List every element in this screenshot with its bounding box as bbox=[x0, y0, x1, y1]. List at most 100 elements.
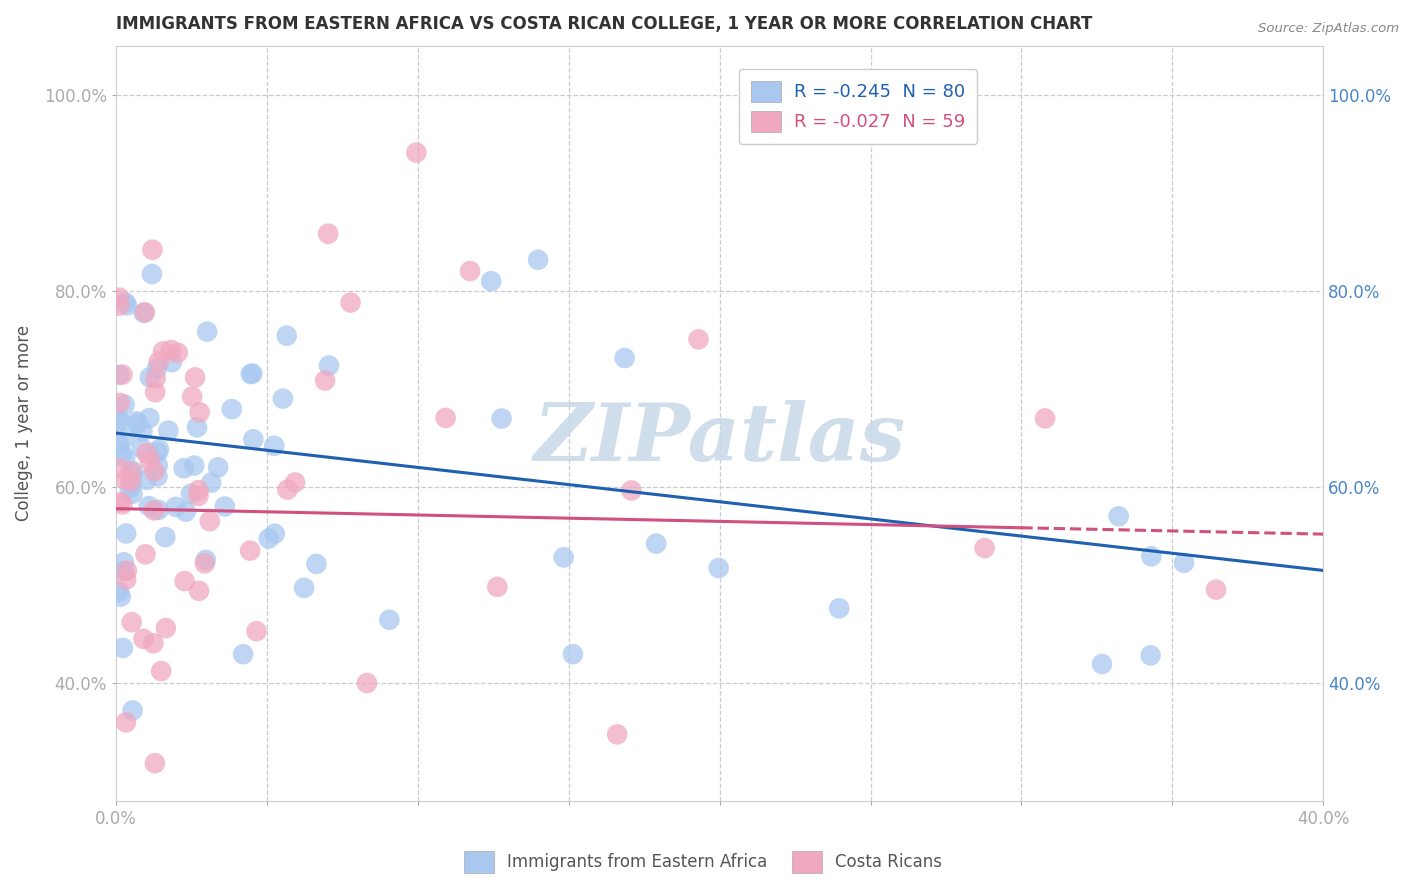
Point bbox=[257, 532, 280, 546]
Point bbox=[146, 458, 169, 473]
Legend: R = -0.245  N = 80, R = -0.027  N = 59: R = -0.245 N = 80, R = -0.027 N = 59 bbox=[740, 69, 977, 144]
Point bbox=[245, 624, 267, 639]
Point bbox=[174, 505, 197, 519]
Point bbox=[271, 392, 294, 406]
Point bbox=[157, 424, 180, 438]
Point bbox=[108, 461, 131, 475]
Point bbox=[118, 482, 141, 496]
Point bbox=[115, 298, 138, 312]
Point bbox=[121, 470, 143, 484]
Point bbox=[143, 503, 166, 517]
Point bbox=[184, 370, 207, 384]
Y-axis label: College, 1 year or more: College, 1 year or more bbox=[15, 326, 32, 521]
Point bbox=[146, 469, 169, 483]
Point bbox=[112, 564, 135, 578]
Point bbox=[150, 664, 173, 678]
Point bbox=[181, 390, 204, 404]
Point bbox=[155, 530, 177, 544]
Point bbox=[145, 362, 167, 376]
Point bbox=[145, 371, 167, 385]
Point bbox=[239, 543, 262, 558]
Point bbox=[114, 398, 136, 412]
Point bbox=[187, 489, 209, 503]
Point bbox=[180, 486, 202, 500]
Point bbox=[292, 581, 315, 595]
Point bbox=[486, 580, 509, 594]
Point bbox=[135, 446, 157, 460]
Point bbox=[527, 252, 550, 267]
Point bbox=[356, 676, 378, 690]
Point bbox=[284, 475, 307, 490]
Point bbox=[114, 295, 136, 310]
Point bbox=[305, 557, 328, 571]
Point bbox=[613, 351, 636, 365]
Point bbox=[127, 417, 149, 431]
Point bbox=[114, 473, 136, 487]
Point bbox=[221, 402, 243, 417]
Point bbox=[195, 325, 218, 339]
Point bbox=[186, 420, 208, 434]
Point bbox=[131, 424, 153, 438]
Point bbox=[152, 344, 174, 359]
Point bbox=[122, 464, 145, 478]
Point bbox=[479, 274, 502, 288]
Point bbox=[166, 346, 188, 360]
Point bbox=[194, 553, 217, 567]
Point bbox=[142, 636, 165, 650]
Text: ZIPatlas: ZIPatlas bbox=[533, 400, 905, 477]
Point bbox=[108, 299, 131, 313]
Point bbox=[138, 411, 160, 425]
Point bbox=[973, 541, 995, 555]
Point bbox=[828, 601, 851, 615]
Point bbox=[136, 473, 159, 487]
Point bbox=[1205, 582, 1227, 597]
Point bbox=[232, 647, 254, 661]
Point bbox=[108, 368, 131, 382]
Point bbox=[606, 727, 628, 741]
Point bbox=[160, 343, 183, 357]
Point bbox=[111, 497, 134, 511]
Point bbox=[263, 526, 285, 541]
Point bbox=[160, 355, 183, 369]
Point bbox=[314, 374, 336, 388]
Point bbox=[242, 367, 264, 381]
Point bbox=[121, 486, 143, 500]
Point bbox=[688, 333, 710, 347]
Point bbox=[125, 414, 148, 428]
Point bbox=[276, 483, 298, 497]
Point bbox=[491, 411, 513, 425]
Point bbox=[120, 475, 142, 489]
Point bbox=[242, 432, 264, 446]
Point bbox=[1033, 411, 1056, 425]
Point bbox=[115, 573, 138, 587]
Point bbox=[173, 461, 195, 475]
Point bbox=[561, 647, 583, 661]
Point bbox=[339, 295, 361, 310]
Point bbox=[115, 715, 138, 730]
Point bbox=[143, 464, 166, 478]
Point bbox=[458, 264, 481, 278]
Point bbox=[108, 412, 131, 426]
Point bbox=[207, 460, 229, 475]
Point bbox=[183, 458, 205, 473]
Point bbox=[114, 431, 136, 445]
Point bbox=[263, 439, 285, 453]
Point bbox=[111, 640, 134, 655]
Point bbox=[318, 359, 340, 373]
Text: Source: ZipAtlas.com: Source: ZipAtlas.com bbox=[1258, 22, 1399, 36]
Point bbox=[378, 613, 401, 627]
Point bbox=[115, 526, 138, 541]
Point bbox=[108, 495, 131, 509]
Point bbox=[132, 306, 155, 320]
Point bbox=[239, 367, 262, 381]
Point bbox=[187, 483, 209, 497]
Point bbox=[139, 370, 162, 384]
Point bbox=[173, 574, 195, 589]
Point bbox=[112, 555, 135, 569]
Point bbox=[188, 405, 211, 419]
Point bbox=[148, 442, 170, 457]
Point bbox=[194, 556, 217, 570]
Point bbox=[134, 305, 156, 319]
Point bbox=[108, 291, 131, 305]
Point bbox=[276, 328, 298, 343]
